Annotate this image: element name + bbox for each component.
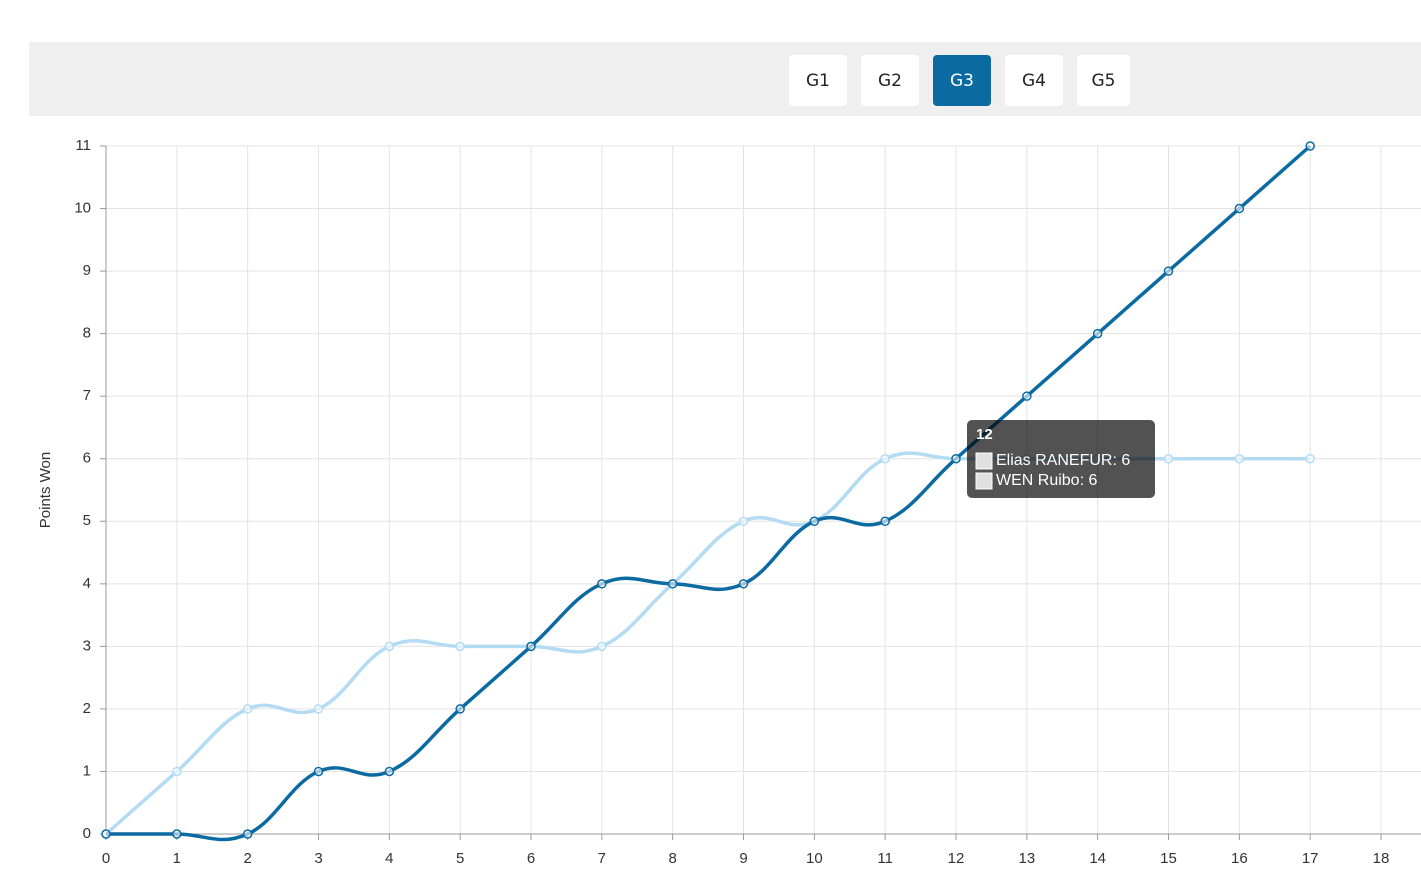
data-point [738,516,749,527]
data-point [455,704,465,714]
y-tick-label: 11 [75,137,91,154]
y-tick-label: 1 [83,762,91,779]
game-tab[interactable]: G3 [933,55,991,106]
y-tick-label: 10 [74,200,91,217]
data-point [597,641,607,652]
x-tick-label: 6 [527,850,535,867]
data-point [809,516,820,527]
y-tick-label: 3 [83,637,91,654]
x-tick-label: 17 [1302,850,1319,867]
y-tick-label: 6 [83,450,91,467]
x-tick-label: 14 [1089,850,1106,867]
x-tick-label: 10 [806,850,823,867]
data-point [242,704,253,714]
data-point [1163,453,1174,464]
data-point [880,516,890,527]
data-point [1305,141,1315,151]
tooltip-box [967,420,1155,498]
data-point [667,579,678,589]
game-tab[interactable]: G4 [1005,55,1063,106]
data-point [597,579,607,589]
data-point [526,641,536,652]
y-tick-label: 9 [83,262,91,279]
data-point [951,453,961,464]
data-point [1022,391,1032,401]
x-tick-label: 7 [598,850,606,867]
game-tab[interactable]: G5 [1077,55,1130,106]
x-tick-label: 18 [1373,850,1390,867]
x-tick-label: 16 [1231,850,1248,867]
tooltip-swatch [975,452,993,470]
x-tick-label: 11 [877,850,893,867]
data-point [384,766,395,777]
game-tab[interactable]: G2 [861,55,919,106]
data-point [1305,453,1315,464]
data-point [242,829,253,839]
data-point [172,766,182,777]
x-tick-label: 4 [385,850,393,867]
y-tick-label: 2 [83,700,91,717]
x-tick-label: 9 [739,850,747,867]
data-point [1092,328,1103,339]
data-point [455,641,465,652]
data-point [313,704,324,714]
x-tick-label: 13 [1018,850,1035,867]
y-axis-label: Points Won [37,452,54,528]
data-point [1163,266,1174,276]
data-point [1234,203,1245,214]
x-tick-label: 12 [948,850,965,867]
x-tick-label: 0 [102,850,110,867]
data-point [1234,453,1245,464]
tooltip-title: 12 [976,426,993,443]
tooltip-item: WEN Ruibo: 6 [996,472,1097,489]
tooltip-swatch [975,472,993,490]
x-tick-label: 1 [173,850,181,867]
tab-bar: G1 G2 G3 G4 G5 [29,42,1421,116]
x-tick-label: 2 [243,850,251,867]
game-tab[interactable]: G1 [789,55,847,106]
y-tick-label: 5 [83,512,91,529]
data-point [384,641,395,652]
y-tick-label: 0 [83,825,91,842]
y-tick-label: 7 [83,387,91,404]
data-point [880,453,890,464]
y-tick-label: 8 [83,325,91,342]
data-point [101,829,111,839]
x-tick-label: 8 [668,850,676,867]
tooltip-item: Elias RANEFUR: 6 [996,452,1130,469]
x-tick-label: 15 [1160,850,1177,867]
x-tick-label: 5 [456,850,464,867]
series-line [104,451,1311,836]
x-tick-label: 3 [314,850,322,867]
data-point [172,829,182,839]
data-point [313,766,324,777]
data-point [738,579,749,589]
y-tick-label: 4 [83,575,91,592]
